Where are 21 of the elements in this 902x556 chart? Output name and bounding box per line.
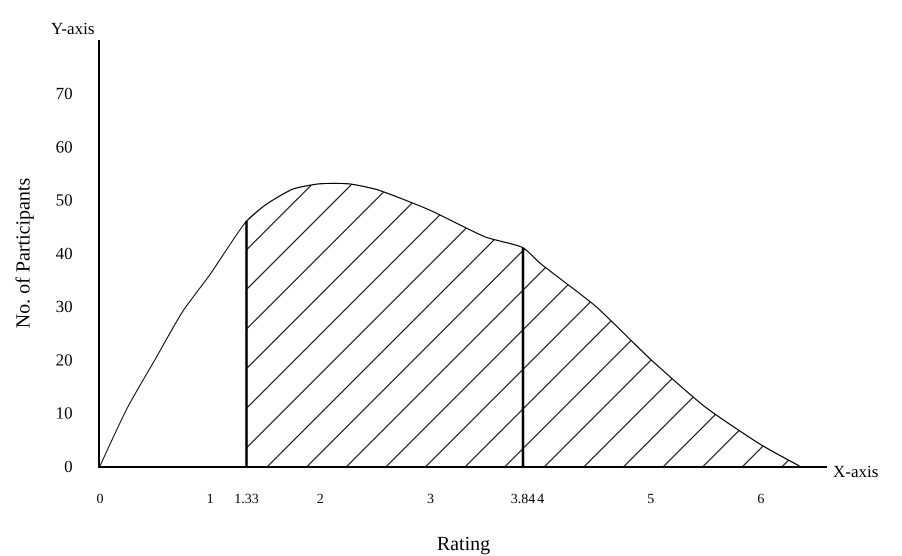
- y-tick-label: 40: [56, 244, 73, 263]
- x-tick-label: 3: [426, 492, 434, 507]
- x-tick-label: 1: [206, 492, 214, 507]
- x-tick-label: 6: [757, 492, 764, 507]
- x-axis-title: Rating: [436, 532, 490, 555]
- x-tick-label: 0: [96, 492, 104, 507]
- x-tick-label: 5: [647, 492, 654, 507]
- y-tick-label: 10: [56, 404, 73, 423]
- text: Y-axis: [51, 19, 94, 38]
- x-tick-label: 3.84: [510, 492, 536, 507]
- y-tick-label: 30: [56, 297, 73, 316]
- y-tick-label: 20: [56, 350, 73, 370]
- y-tick-label: 60: [56, 137, 73, 156]
- x-tick-label: 2: [316, 492, 324, 507]
- y-axis-title: No. of Participants: [12, 178, 35, 328]
- y-tick-label: 50: [56, 190, 73, 210]
- y-tick-label: 70: [56, 84, 73, 104]
- text: X-axis: [833, 462, 878, 481]
- y-tick-label: 0: [64, 456, 73, 476]
- x-tick-label: 1.33: [234, 492, 259, 507]
- x-tick-label: 4: [537, 492, 544, 507]
